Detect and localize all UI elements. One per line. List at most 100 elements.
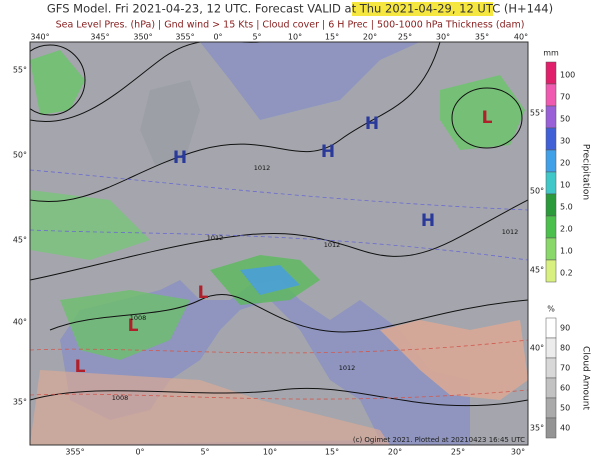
precip-area <box>240 265 300 295</box>
thickness-line <box>30 229 528 261</box>
legend-label: 50 <box>560 115 570 124</box>
isobar <box>30 387 528 407</box>
legend-label: 40 <box>560 424 570 433</box>
longitude-label: 350° <box>133 33 152 42</box>
land-uk <box>140 80 200 165</box>
isobar <box>30 42 261 122</box>
map-area <box>30 42 528 445</box>
legend-label: 5.0 <box>560 203 573 212</box>
legend-swatch <box>545 149 557 173</box>
longitude-label: 0° <box>135 448 144 457</box>
latitude-label: 40° <box>530 344 544 353</box>
legend-label: 50 <box>560 404 570 413</box>
legend-swatch <box>545 417 557 439</box>
longitude-label: 355° <box>65 448 84 457</box>
title: GFS Model. Fri 2021-04-23, 12 UTC. Forec… <box>47 2 553 16</box>
pressure-center: H <box>421 211 435 231</box>
legend-swatch <box>545 237 557 261</box>
legend-swatch <box>545 337 557 359</box>
legend-swatch <box>545 377 557 399</box>
title-highlight <box>352 2 493 16</box>
latitude-label: 55° <box>530 109 544 118</box>
latitude-label: 50° <box>530 187 544 196</box>
longitude-label: 355° <box>175 33 194 42</box>
longitude-label: 0° <box>213 33 222 42</box>
longitude-label: 10° <box>288 33 302 42</box>
longitude-label: 25° <box>451 448 465 457</box>
subtitle: Sea Level Pres. (hPa) | Gnd wind > 15 Kt… <box>56 20 525 31</box>
precip-area <box>60 290 190 360</box>
latitude-label: 45° <box>530 266 544 275</box>
longitude-label: 15° <box>325 448 339 457</box>
legend-swatch <box>545 397 557 419</box>
pressure-center: L <box>482 108 493 128</box>
longitude-label: 30° <box>511 448 525 457</box>
legend-swatch <box>545 357 557 379</box>
longitude-label: 40° <box>514 33 528 42</box>
latitude-label: 50° <box>13 151 27 160</box>
isobar-label: 1012 <box>207 234 224 242</box>
longitude-label: 30° <box>436 33 450 42</box>
isobar-label: 1012 <box>502 228 519 236</box>
legend-label: 30 <box>560 137 570 146</box>
legend-title: Cloud Amount <box>581 346 591 410</box>
legend-swatch <box>545 215 557 239</box>
longitude-label: 25° <box>398 33 412 42</box>
legend-label: 80 <box>560 344 570 353</box>
isobar <box>451 87 523 149</box>
legend-label: 70 <box>560 364 570 373</box>
latitude-label: 40° <box>13 318 27 327</box>
legend-label: 1.0 <box>560 247 573 256</box>
legend-unit: mm <box>543 49 559 58</box>
legend-label: 90 <box>560 324 570 333</box>
latitude-label: 35° <box>530 424 544 433</box>
pressure-center: H <box>173 148 187 168</box>
land-africa <box>30 370 390 445</box>
legend-swatch <box>545 127 557 151</box>
longitude-label: 20° <box>388 448 402 457</box>
legend-label: 10 <box>560 181 570 190</box>
legend-label: 100 <box>560 71 575 80</box>
isobar <box>30 199 528 281</box>
legend-title: Precipitation <box>581 144 591 200</box>
isobar-label: 1012 <box>324 241 341 249</box>
thickness-line <box>30 389 528 400</box>
precip-area <box>30 50 85 115</box>
legend-swatch <box>545 171 557 195</box>
credit: (c) Ogimet 2021. Plotted at 20210423 16:… <box>353 436 525 444</box>
longitude-label: 340° <box>30 33 49 42</box>
pressure-center: L <box>198 283 209 303</box>
legend-label: 20 <box>560 159 570 168</box>
pressure-center: H <box>321 142 335 162</box>
latitude-label: 55° <box>13 66 27 75</box>
map-frame <box>29 41 529 446</box>
pressure-center: H <box>365 114 379 134</box>
legend-label: 0.2 <box>560 269 573 278</box>
isobar-label: 1012 <box>339 364 356 372</box>
legend-swatch <box>545 317 557 339</box>
longitude-label: 15° <box>325 33 339 42</box>
precip-area <box>30 190 150 260</box>
legend-label: 70 <box>560 93 570 102</box>
isobar-label: 1012 <box>254 164 271 172</box>
legend-swatch <box>545 193 557 217</box>
isobar <box>30 42 441 202</box>
longitude-label: 20° <box>363 33 377 42</box>
longitude-label: 5° <box>200 448 209 457</box>
longitude-label: 35° <box>475 33 489 42</box>
latitude-label: 35° <box>13 398 27 407</box>
legend-swatch <box>545 61 557 85</box>
precip-area <box>440 75 525 150</box>
legend-swatch <box>545 83 557 107</box>
legend-swatch <box>545 259 557 283</box>
legend-unit: % <box>547 305 555 314</box>
thickness-line <box>30 169 528 211</box>
latitude-label: 45° <box>13 236 27 245</box>
pressure-center: L <box>128 316 139 336</box>
isobar <box>30 44 86 116</box>
longitude-label: 345° <box>90 33 109 42</box>
legend-label: 60 <box>560 384 570 393</box>
isobar-label: 1008 <box>130 314 147 322</box>
isobar <box>49 294 528 333</box>
